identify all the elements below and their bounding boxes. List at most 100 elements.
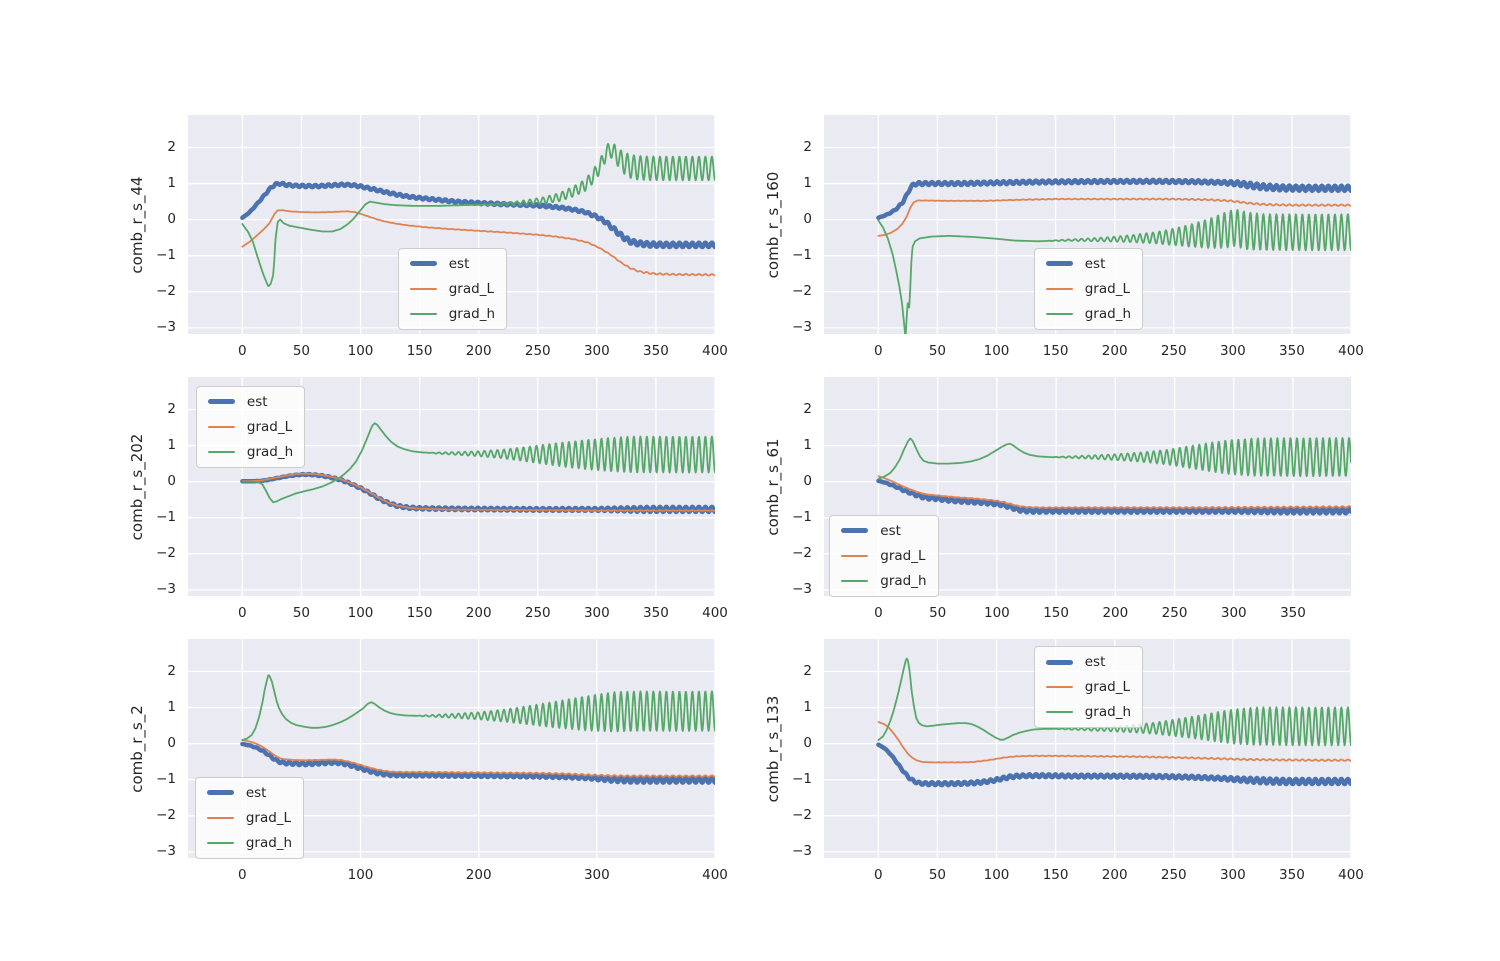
plot-area-comb_r_s_44 [188, 115, 715, 334]
legend-item-est: est [841, 524, 926, 538]
x-tick-label: 0 [874, 867, 883, 883]
series-est-line [240, 180, 715, 250]
series-est-line [240, 741, 715, 785]
legend-label-est: est [448, 255, 470, 272]
series-grad_L-line [877, 721, 1351, 764]
legend: est grad_L grad_h [194, 776, 305, 859]
y-tick-label: −3 [792, 319, 812, 336]
x-tick-label: 200 [1101, 867, 1128, 883]
x-tick-label: 300 [1219, 867, 1246, 883]
x-tick-label: 300 [583, 867, 610, 883]
y-tick-label: 0 [803, 211, 812, 228]
y-tick-label: 2 [803, 400, 812, 417]
x-tick-label: 100 [983, 343, 1010, 359]
x-tick-label: 150 [406, 343, 433, 359]
y-tick-label: 1 [803, 175, 812, 192]
y-tick-label: 0 [167, 473, 176, 490]
x-tick-label: 100 [347, 343, 374, 359]
legend-swatch-est [1045, 261, 1073, 267]
y-tick-label: 1 [167, 699, 176, 716]
x-tick-label: 400 [1338, 867, 1364, 883]
legend-item-est: est [1045, 654, 1131, 670]
y-tick-label: −3 [792, 581, 812, 598]
y-tick-label: 0 [803, 473, 812, 490]
y-tick-label: −1 [792, 247, 812, 264]
y-tick-label: −2 [792, 807, 812, 824]
x-tick-label: 250 [1161, 605, 1188, 621]
y-tick-label: 0 [167, 211, 176, 228]
legend-item-grad_h: grad_h [409, 307, 495, 321]
series-grad_L-line [877, 475, 1351, 510]
x-tick-label: 350 [1279, 343, 1305, 359]
legend-label-grad_h: grad_h [1084, 704, 1132, 720]
y-tick-label: 1 [803, 699, 812, 716]
series-est-line [876, 177, 1351, 221]
y-tick-label: −1 [156, 771, 176, 788]
legend-label-grad_L: grad_L [1084, 280, 1130, 297]
legend-label-grad_L: grad_L [448, 280, 494, 297]
legend-label-est: est [245, 784, 267, 801]
x-tick-label: 200 [1101, 343, 1128, 359]
x-tick-label: 50 [928, 867, 947, 883]
y-tick-label: −2 [156, 807, 176, 824]
legend-label-est: est [880, 522, 901, 539]
legend-item-grad_h: grad_h [207, 443, 294, 460]
plot-background [188, 639, 715, 858]
plot-area-comb_r_s_160 [824, 115, 1351, 334]
x-tick-label: 200 [1102, 605, 1129, 621]
series-grad_L-line [241, 209, 715, 277]
legend-item-grad_h: grad_h [841, 574, 927, 588]
series-grad_h-line [877, 209, 1351, 334]
legend-swatch-grad_h [206, 841, 234, 845]
x-tick-label: 50 [292, 343, 311, 359]
x-tick-label: 300 [583, 343, 610, 359]
series-est-line [876, 742, 1351, 788]
x-tick-label: 200 [465, 605, 492, 621]
legend-item-grad_h: grad_h [1045, 307, 1131, 321]
x-tick-label: 300 [1219, 343, 1246, 359]
legend-swatch-grad_L [1045, 685, 1073, 689]
y-tick-label: −2 [792, 545, 812, 562]
series-est-line [876, 478, 1351, 516]
legend-item-est: est [206, 784, 292, 801]
legend-item-grad_L: grad_L [206, 811, 292, 825]
x-tick-label: 350 [1279, 867, 1305, 883]
legend-label-grad_h: grad_h [246, 443, 294, 460]
y-tick-label: 1 [803, 437, 812, 454]
legend-item-est: est [207, 393, 293, 410]
legend-swatch-grad_h [409, 312, 437, 316]
legend-item-grad_L: grad_L [1045, 680, 1131, 694]
x-tick-label: 250 [524, 605, 551, 621]
legend: est grad_L grad_h [1033, 247, 1144, 330]
plot-area-comb_r_s_202 [188, 377, 715, 596]
y-tick-label: 2 [803, 138, 812, 155]
y-tick-label: −3 [156, 843, 176, 860]
legend: est grad_L grad_h [1033, 646, 1144, 728]
plot-background [824, 639, 1351, 858]
legend-item-est: est [409, 255, 495, 272]
plot-area-comb_r_s_61 [824, 377, 1351, 596]
legend-swatch-est [841, 528, 869, 534]
y-tick-label: −2 [792, 283, 812, 300]
x-tick-label: 350 [643, 605, 669, 621]
x-tick-label: 0 [238, 605, 247, 621]
x-tick-label: 150 [1042, 343, 1069, 359]
x-tick-label: 300 [1220, 605, 1247, 621]
x-tick-label: 400 [702, 867, 728, 883]
legend-label-est: est [1084, 654, 1106, 670]
series-grad_L-line [241, 472, 715, 512]
legend-swatch-est [206, 790, 234, 796]
x-tick-label: 350 [643, 343, 669, 359]
x-tick-label: 150 [1042, 867, 1069, 883]
legend-item-est: est [1045, 257, 1131, 271]
legend-label-est: est [246, 393, 268, 410]
series-grad_h-line [241, 422, 715, 504]
y-tick-label: −1 [792, 509, 812, 526]
series-grad_h-line [241, 143, 715, 287]
plot-background [188, 115, 715, 334]
legend-swatch-grad_h [207, 450, 235, 454]
legend-swatch-grad_L [206, 816, 234, 820]
